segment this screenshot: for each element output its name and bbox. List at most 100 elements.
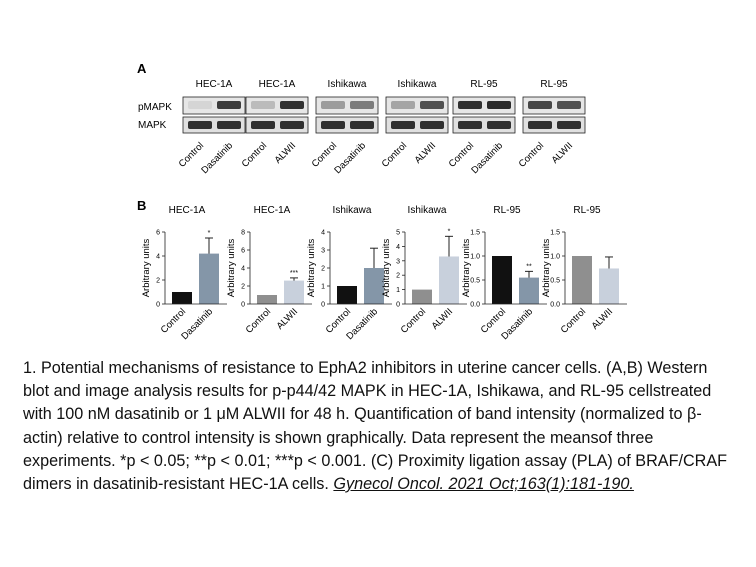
y-tick-label: 6 (156, 230, 160, 237)
y-tick-label: 6 (241, 248, 245, 255)
y-tick-label: 8 (241, 230, 245, 237)
mapk-band (280, 121, 304, 129)
x-tick-label: Control (399, 306, 428, 335)
y-tick-label: 0 (321, 302, 325, 309)
pmapk-band (217, 101, 241, 109)
blot-title: RL-95 (470, 79, 498, 90)
bar (284, 280, 304, 304)
pmapk-band (391, 101, 415, 109)
blot-1: HEC-1A Control ALWII (240, 79, 309, 170)
chart-title: RL-95 (493, 205, 521, 216)
y-tick-label: 0.0 (550, 302, 560, 309)
lane-label: Control (240, 140, 269, 169)
bar (337, 286, 357, 304)
significance-marker: * (448, 228, 451, 235)
pmapk-band (458, 101, 482, 109)
y-axis-label: Arbitrary units (226, 238, 237, 297)
x-tick-label: Control (559, 306, 588, 335)
lane-label: ALWII (550, 140, 576, 166)
lane-label: Dasatinib (469, 140, 505, 176)
figure-caption: 1. Potential mechanisms of resistance to… (23, 357, 735, 496)
bar (199, 253, 219, 304)
mapk-band (350, 121, 374, 129)
mapk-band (251, 121, 275, 129)
chart-title: Ishikawa (333, 205, 372, 216)
x-tick-label: ALWII (430, 306, 456, 332)
mapk-band (391, 121, 415, 129)
y-tick-label: 1.0 (550, 254, 560, 261)
y-tick-label: 1 (396, 287, 400, 294)
y-tick-label: 2 (396, 273, 400, 280)
bar (257, 295, 277, 304)
y-tick-label: 2 (321, 266, 325, 273)
blot-title: Ishikawa (328, 79, 367, 90)
mapk-band (321, 121, 345, 129)
pmapk-band (350, 101, 374, 109)
pmapk-band (188, 101, 212, 109)
blot-title: HEC-1A (259, 79, 296, 90)
y-tick-label: 1 (321, 284, 325, 291)
y-tick-label: 5 (396, 230, 400, 237)
bar (519, 277, 539, 304)
significance-marker: * (208, 230, 211, 237)
x-tick-label: ALWII (275, 306, 301, 332)
y-tick-label: 1.0 (470, 254, 480, 261)
y-tick-label: 4 (241, 266, 245, 273)
mapk-band (217, 121, 241, 129)
bar (412, 289, 432, 304)
mapk-band (458, 121, 482, 129)
mapk-band (528, 121, 552, 129)
lane-label: Control (517, 140, 546, 169)
bar (364, 268, 384, 304)
y-tick-label: 4 (156, 254, 160, 261)
y-tick-label: 1.5 (470, 230, 480, 237)
blot-title: HEC-1A (196, 79, 233, 90)
bar (439, 256, 459, 304)
figure: A pMAPK MAPK HEC-1AControlDasatinibHEC-1… (137, 61, 627, 342)
y-axis-label: Arbitrary units (306, 238, 317, 297)
y-tick-label: 2 (156, 278, 160, 285)
pmapk-band (321, 101, 345, 109)
y-axis-label: Arbitrary units (541, 238, 552, 297)
blot-title: RL-95 (540, 79, 568, 90)
bar (599, 268, 619, 304)
y-tick-label: 1.5 (550, 230, 560, 237)
y-axis-label: Arbitrary units (461, 238, 472, 297)
mapk-band (487, 121, 511, 129)
mapk-band (188, 121, 212, 129)
chart-5: RL-95 Arbitrary units 0.0 0.5 1.0 1.5 Control A… (541, 205, 627, 336)
significance-marker: *** (290, 270, 298, 277)
caption-reference-link[interactable]: Gynecol Oncol. 2021 Oct;163(1):181-190. (333, 475, 634, 494)
row-label-pmapk: pMAPK (138, 102, 172, 113)
pmapk-band (280, 101, 304, 109)
blot-5: RL-95 Control ALWII (517, 79, 586, 170)
lane-label: Dasatinib (199, 140, 235, 176)
chart-title: HEC-1A (254, 205, 291, 216)
y-tick-label: 2 (241, 284, 245, 291)
y-tick-label: 0.5 (550, 278, 560, 285)
y-axis-label: Arbitrary units (141, 238, 152, 297)
lane-label: Control (380, 140, 409, 169)
y-tick-label: 3 (321, 248, 325, 255)
y-axis-label: Arbitrary units (381, 238, 392, 297)
y-tick-label: 4 (396, 244, 400, 251)
blot-title: Ishikawa (398, 79, 437, 90)
pmapk-band (528, 101, 552, 109)
bar (492, 256, 512, 304)
y-tick-label: 4 (321, 230, 325, 237)
blot-3: Ishikawa Control ALWII (380, 79, 449, 170)
chart-1: HEC-1A Arbitrary units 0 2 4 6 8 Control *** ALWI… (226, 205, 312, 336)
caption-text: 1. Potential mechanisms of resistance to… (23, 359, 728, 494)
pmapk-band (557, 101, 581, 109)
panel-a-label: A (137, 61, 147, 76)
y-tick-label: 0 (156, 302, 160, 309)
chart-title: RL-95 (573, 205, 601, 216)
